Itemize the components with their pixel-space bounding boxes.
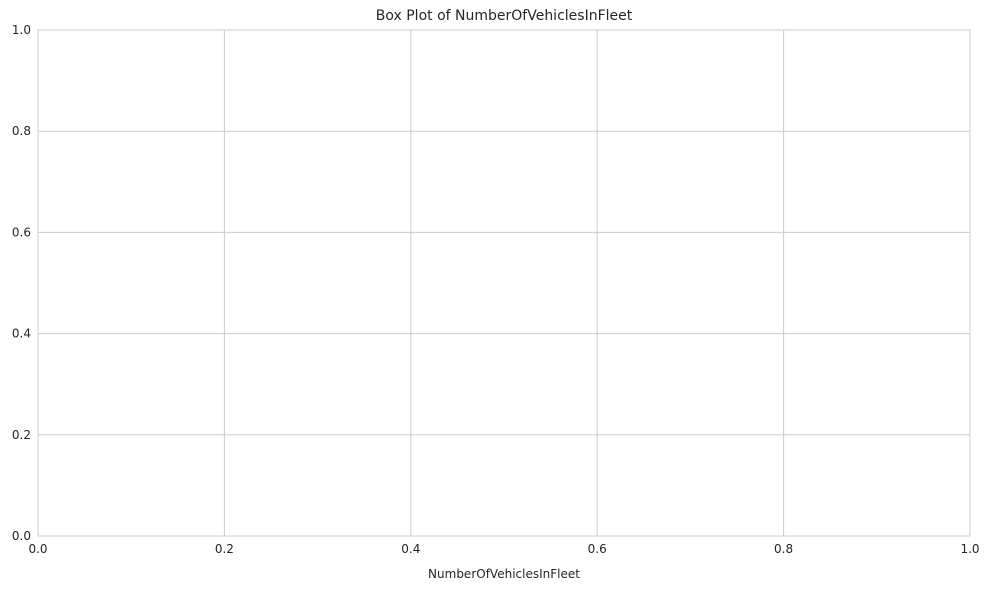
x-tick-label: 0.6: [588, 542, 607, 556]
x-tick-labels: 0.0 0.2 0.4 0.6 0.8 1.0: [28, 542, 979, 556]
x-tick-label: 0.4: [401, 542, 420, 556]
x-tick-label: 0.0: [28, 542, 47, 556]
y-tick-label: 0.8: [12, 124, 31, 138]
y-tick-label: 1.0: [12, 23, 31, 37]
x-tick-label: 1.0: [960, 542, 979, 556]
chart-title: Box Plot of NumberOfVehiclesInFleet: [376, 8, 633, 24]
y-tick-label: 0.4: [12, 327, 31, 341]
y-tick-label: 0.0: [12, 529, 31, 543]
plot-frame: [37, 29, 971, 537]
x-axis-label: NumberOfVehiclesInFleet: [428, 567, 580, 581]
y-tick-labels: 0.0 0.2 0.4 0.6 0.8 1.0: [12, 23, 31, 543]
plot-background: [38, 30, 970, 536]
x-tick-label: 0.8: [774, 542, 793, 556]
y-tick-label: 0.6: [12, 225, 31, 239]
y-tick-label: 0.2: [12, 428, 31, 442]
x-tick-label: 0.2: [215, 542, 234, 556]
